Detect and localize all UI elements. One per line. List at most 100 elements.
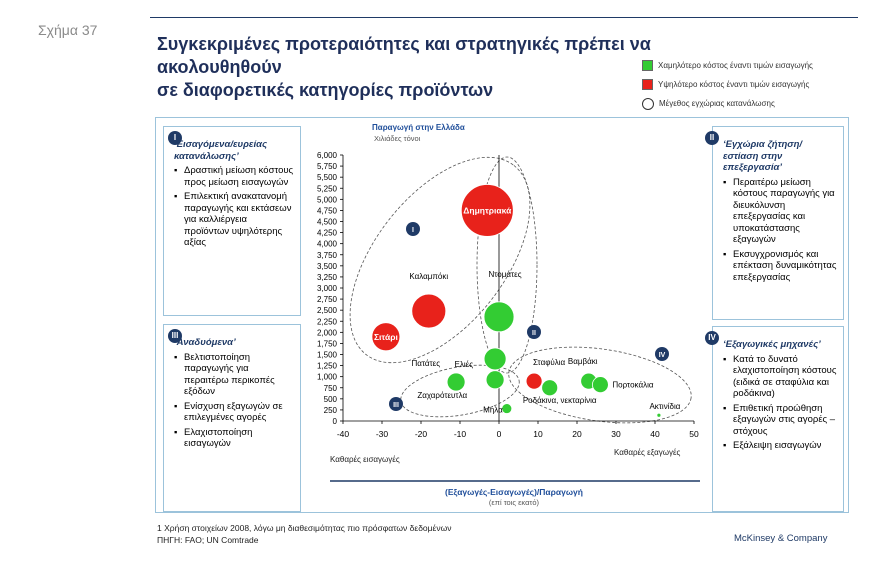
x-tick-label: -40: [337, 429, 350, 439]
y-tick-label: 500: [324, 395, 338, 404]
bubbles: Δημητριακά Καλαμπόκι Σιτάρι Ντομάτες Ελιές Πα…: [371, 184, 681, 418]
bubble-label: Ακτινίδια: [649, 402, 680, 411]
legend-label: Χαμηλότερο κόστος έναντι τιμών εισαγωγής: [658, 61, 813, 70]
bubble-label: Σιτάρι: [374, 332, 399, 342]
legend-label: Υψηλότερο κόστος έναντι τιμών εισαγωγής: [658, 80, 810, 89]
bubble: [525, 372, 543, 390]
bubble: [485, 370, 505, 390]
y-tick-label: 4,250: [317, 229, 338, 238]
zone-badge: [406, 222, 420, 236]
bubble-label: Μήλα: [483, 406, 503, 415]
quadrant-i-box: I ‘Εισαγόμενα/ευρείας κατανάλωσης’ ▪ Δρασ…: [163, 126, 301, 316]
circle-icon: [642, 97, 654, 110]
y-tick-label: 3,750: [317, 251, 338, 260]
bubble: [446, 372, 466, 392]
bubble-label: Σταφύλια: [533, 358, 566, 367]
list-item-text: Περαιτέρω μείωση κόστους παραγωγής για δ…: [733, 176, 835, 246]
list-item-text: Εξάλειψη εισαγωγών: [733, 440, 822, 451]
cluster-ii-outline: [476, 156, 538, 374]
list-item: ▪ Περαιτέρω μείωση κόστους παραγωγής για …: [723, 177, 837, 246]
bubble-label: Ζαχαρότευτλα: [417, 391, 467, 400]
zone-badge-label: III: [393, 402, 399, 409]
y-tick-label: 3,000: [317, 284, 338, 293]
zone-badge: [655, 347, 669, 361]
list-item-text: Επιθετική προώθηση εξαγωγών στις αγορές …: [733, 402, 836, 437]
x-tick-label: 0: [497, 429, 502, 439]
list-item-text: Εκσυγχρονισμός και επέκταση δυναμικότητα…: [733, 248, 837, 283]
bubble-label: Ροδάκινα, νεκταρίνια: [523, 396, 597, 405]
y-tick-label: 5,000: [317, 195, 338, 204]
legend-item-lower-cost: Χαμηλότερο κόστος έναντι τιμών εισαγωγής: [642, 58, 813, 73]
y-tick-label: 4,500: [317, 218, 338, 227]
y-tick-label: 1,250: [317, 362, 338, 371]
list-item-text: Βελτιστοποίηση παραγωγής για περαιτέρω π…: [184, 351, 275, 398]
bubble: [411, 293, 447, 329]
brand-label: McKinsey & Company: [734, 533, 828, 544]
bubble-label: Πατάτες: [411, 359, 440, 368]
x-tick-label: -30: [376, 429, 389, 439]
list-item: ▪ Ενίσχυση εξαγωγών σε επιλεγμένες αγορές: [174, 401, 294, 424]
bubble: [501, 403, 513, 414]
bubble: [656, 412, 662, 418]
green-square-icon: [642, 60, 653, 71]
y-tick-label: 2,250: [317, 317, 338, 326]
source-text: ΠΗΓΗ: FAO; UN Comtrade: [157, 535, 259, 545]
y-tick-label: 4,000: [317, 240, 338, 249]
bubble: [460, 184, 514, 237]
bubble-label: Πορτοκάλια: [612, 381, 653, 390]
y-tick-label: 1,000: [317, 373, 338, 382]
y-tick-label: 3,500: [317, 262, 338, 271]
quadrant-badge: I: [168, 131, 182, 145]
quadrant-badge: III: [168, 329, 182, 343]
x-tick-label: 20: [572, 429, 582, 439]
chart-frame: [155, 117, 849, 513]
list-item-text: Δραστική μείωση κόστους προς μείωση εισα…: [184, 165, 294, 188]
list-item-text: Κατά το δυνατό ελαχιστοποίηση κόστους (ε…: [733, 353, 837, 400]
quadrant-ii-box: II ‘Εγχώρια ζήτηση/ εστίαση στην επεξεργ…: [705, 126, 844, 320]
x-right-note: Καθαρές εξαγωγές: [614, 448, 681, 457]
bubble-label: Ελιές: [455, 360, 474, 369]
quadrant-heading: ‘Εγχώρια ζήτηση/ εστίαση στην επεξεργασί…: [723, 139, 803, 173]
y-tick-label: 2,000: [317, 328, 338, 337]
x-tick-label: 50: [689, 429, 699, 439]
list-item: ▪ Εκσυγχρονισμός και επέκταση δυναμικότητ…: [723, 248, 837, 283]
quadrant-badge: II: [705, 131, 719, 145]
zone-badge: [389, 397, 403, 411]
list-item: ▪ Επιθετική προώθηση εξαγωγών στις αγορές…: [723, 402, 836, 437]
list-item: ▪ Βελτιστοποίηση παραγωγής για περαιτέρω …: [174, 352, 294, 398]
y-tick-label: 1,500: [317, 351, 338, 360]
list-item-text: Επιλεκτική ανακατανομή παραγωγής και εκτ…: [184, 191, 292, 248]
list-item-text: Ενίσχυση εξαγωγών σε επιλεγμένες αγορές: [184, 400, 283, 424]
legend-label: Μέγεθος εγχώριας κατανάλωσης: [659, 99, 775, 108]
quadrant-heading: ‘Εισαγόμενα/ευρείας κατανάλωσης’: [174, 139, 268, 162]
y-tick-label: 5,500: [317, 173, 338, 182]
legend-item-higher-cost: Υψηλότερο κόστος έναντι τιμών εισαγωγής: [642, 77, 813, 92]
bubble-label: Δημητριακά: [463, 205, 512, 215]
red-square-icon: [642, 79, 653, 90]
bubble: [483, 301, 515, 333]
x-tick-label: 40: [650, 429, 660, 439]
bubble: [592, 376, 609, 394]
y-tick-label: 2,750: [317, 295, 338, 304]
quadrant-heading: ‘Εξαγωγικές μηχανές’: [723, 339, 821, 350]
x-tick-label: 10: [533, 429, 543, 439]
list-item: ▪ Κατά το δυνατό ελαχιστοποίηση κόστους (…: [723, 353, 837, 400]
footnote: 1 Χρήση στοιχείων 2008, λόγω μη διαθεσιμ…: [157, 522, 451, 546]
legend-item-size: Μέγεθος εγχώριας κατανάλωσης: [642, 96, 813, 111]
quadrant-heading: ‘Αναδυόμενα’: [174, 337, 236, 348]
y-tick-label: 750: [324, 384, 338, 393]
legend: Χαμηλότερο κόστος έναντι τιμών εισαγωγής…: [642, 58, 813, 115]
quadrant-badge: IV: [705, 331, 719, 345]
y-axis-unit: Χιλιάδες τόνοι: [374, 134, 421, 143]
figure-label: Σχήμα 37: [38, 22, 98, 38]
y-tick-label: 5,750: [317, 162, 338, 171]
x-left-note: Καθαρές εισαγωγές: [330, 455, 400, 464]
x-tick-label: 30: [611, 429, 621, 439]
zone-badge-label: IV: [659, 352, 666, 359]
title-line-1: Συγκεκριμένες προτεραιότητες και στρατηγ…: [157, 34, 651, 77]
y-tick-label: 4,750: [317, 206, 338, 215]
y-tick-label: 1,750: [317, 339, 338, 348]
list-item: ▪ Δραστική μείωση κόστους προς μείωση εισ…: [174, 165, 294, 188]
cluster-i-outline: [349, 156, 531, 364]
